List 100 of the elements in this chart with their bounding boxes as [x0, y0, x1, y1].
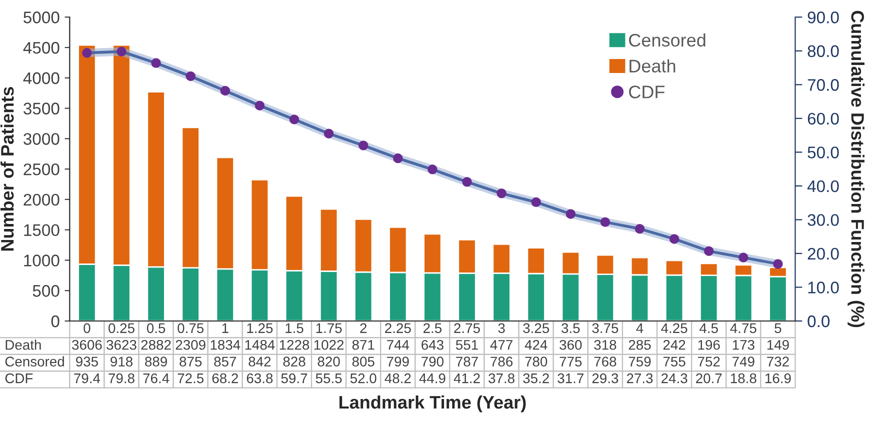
- data-label: 2882: [141, 340, 171, 350]
- data-label: 29.3: [592, 373, 618, 384]
- y-tick-label: 1500: [24, 224, 60, 236]
- point: [324, 128, 334, 138]
- data-label: 173: [732, 340, 754, 350]
- data-label: 63.8: [246, 373, 273, 384]
- y-tick-label: 500: [32, 285, 60, 297]
- data-label: 3606: [72, 340, 102, 350]
- y-tick-label: 4000: [23, 72, 60, 84]
- point: [116, 46, 126, 56]
- data-label: 744: [387, 340, 410, 350]
- x-tick-label: 3.5: [562, 323, 580, 334]
- data-label: 1484: [245, 340, 275, 350]
- y-tick-label: 4500: [23, 42, 60, 54]
- x-tick-label: 2.25: [385, 323, 411, 334]
- data-label: 18.8: [730, 373, 756, 384]
- x-tick-label: 3.25: [523, 323, 550, 334]
- data-label: 149: [767, 340, 789, 350]
- data-label: 52.0: [350, 373, 376, 384]
- data-label: 828: [283, 356, 306, 367]
- y-tick-label: 3000: [24, 133, 60, 145]
- data-label: 35.2: [523, 373, 549, 384]
- data-label: 477: [490, 340, 512, 350]
- data-label: 755: [663, 356, 686, 367]
- text: CDF: [5, 373, 33, 384]
- data-label: 875: [180, 356, 202, 367]
- point: [151, 58, 161, 68]
- y2-tick-label: 40.0: [807, 180, 839, 192]
- point: [462, 177, 472, 187]
- y-tick-label: 2000: [24, 194, 60, 206]
- data-label: 871: [352, 340, 374, 350]
- data-label: 1022: [314, 340, 344, 350]
- point: [393, 153, 403, 164]
- y2-axis-title: Cumulative Distribution Function (%): [848, 10, 864, 328]
- x-tick-label: 1.75: [316, 323, 342, 334]
- data-label: 2309: [176, 340, 206, 350]
- x-tick-label: 1.25: [247, 323, 273, 334]
- data-label: 805: [352, 356, 374, 367]
- x-tick-label: 1: [222, 323, 228, 333]
- data-label: 799: [387, 356, 409, 367]
- data-label: 857: [214, 356, 236, 367]
- data-label: 27.3: [626, 373, 653, 384]
- point: [566, 209, 576, 219]
- x-tick-label: 2.5: [423, 323, 442, 334]
- y2-tick-label: 60.0: [808, 112, 839, 125]
- data-label: 889: [145, 356, 167, 367]
- y-tick-label: 3500: [24, 102, 60, 114]
- y2-tick-label: 80.0: [808, 45, 839, 58]
- y-axis-title: Number of Patients: [0, 87, 14, 251]
- point: [738, 252, 748, 262]
- x-tick-label: 3: [498, 323, 505, 334]
- legend-label: Censored: [629, 33, 706, 47]
- data-label: 55.5: [316, 374, 342, 384]
- y2-tick-label: 20.0: [808, 248, 839, 260]
- data-label: 732: [767, 356, 789, 367]
- x-tick-label: 0.75: [178, 323, 204, 334]
- text: Death: [6, 340, 41, 350]
- data-label: 749: [732, 356, 754, 367]
- legend-label: CDF: [629, 86, 665, 98]
- data-label: 41.2: [454, 373, 480, 384]
- data-label: 768: [594, 356, 616, 367]
- y2-tick-label: 10.0: [808, 282, 839, 294]
- y2-tick-label: 70.0: [808, 79, 839, 91]
- data-label: 37.8: [488, 373, 514, 384]
- data-label: 551: [456, 340, 478, 350]
- x-tick-label: 3.75: [592, 323, 618, 334]
- x-tick-label: 4.25: [661, 323, 688, 334]
- data-label: 285: [628, 340, 651, 350]
- point: [704, 246, 714, 256]
- data-label: 780: [525, 356, 548, 367]
- data-label: 786: [490, 356, 513, 367]
- data-label: 76.4: [143, 373, 170, 384]
- x-tick-label: 4.5: [700, 323, 718, 334]
- point: [531, 197, 541, 208]
- point: [358, 140, 368, 150]
- data-label: 643: [422, 340, 444, 350]
- data-label: 242: [663, 340, 686, 350]
- x-tick-label: 4.75: [730, 323, 756, 334]
- x-tick-label: 0.5: [146, 323, 166, 334]
- x-tick-label: 1.5: [286, 323, 304, 334]
- point: [669, 234, 680, 244]
- text: Censored: [5, 356, 64, 367]
- data-label: 79.8: [108, 373, 134, 384]
- data-label: 820: [318, 356, 340, 367]
- data-label: 787: [456, 356, 478, 367]
- y2-tick-label: 30.0: [808, 214, 839, 226]
- y2-tick-label: 0.0: [808, 315, 830, 328]
- data-label: 16.9: [765, 373, 791, 384]
- data-label: 1228: [280, 340, 310, 350]
- x-tick-label: 0.25: [108, 323, 134, 334]
- data-label: 44.9: [419, 373, 446, 384]
- point: [186, 71, 196, 82]
- data-label: 360: [560, 340, 582, 350]
- point: [289, 114, 300, 124]
- data-label: 31.7: [558, 373, 584, 384]
- data-label: 918: [110, 356, 132, 367]
- point: [428, 164, 438, 174]
- x-tick-label: 2.75: [454, 323, 480, 334]
- data-label: 318: [594, 340, 616, 350]
- data-label: 1834: [210, 340, 240, 350]
